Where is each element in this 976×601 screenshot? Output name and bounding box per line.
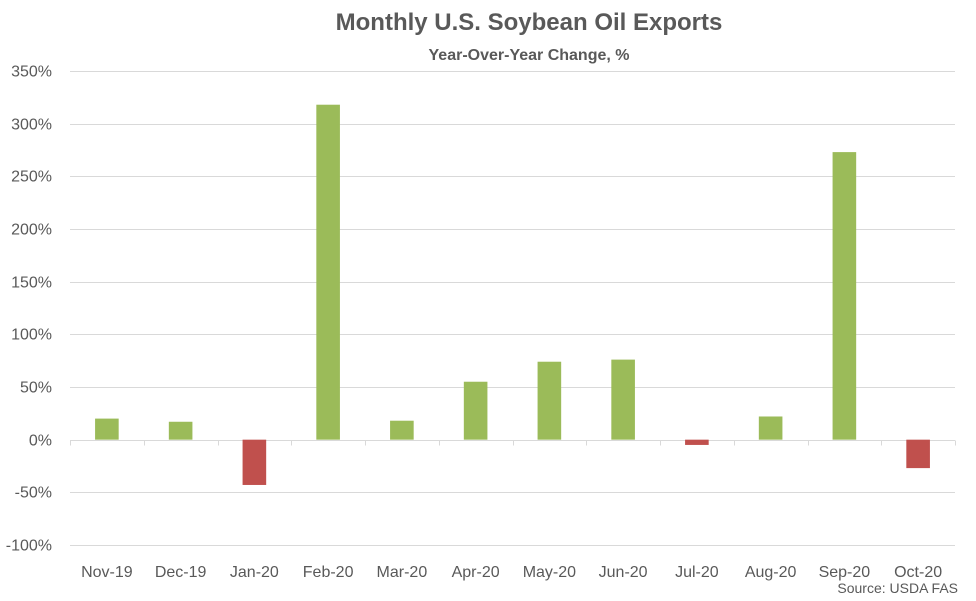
y-tick-label: 50% [20, 380, 52, 397]
x-tick-label: Jan-20 [230, 564, 279, 581]
x-tick-label: Feb-20 [303, 564, 354, 581]
bar-may-20 [537, 361, 562, 440]
x-tick-label: Aug-20 [745, 564, 797, 581]
bars [95, 104, 930, 485]
bar-sep-20 [832, 152, 857, 440]
bar-jul-20 [685, 439, 709, 445]
y-tick-label: 150% [11, 275, 52, 292]
grid [70, 71, 956, 546]
y-tick-label: -100% [6, 538, 52, 555]
x-tick-label: Sep-20 [819, 564, 871, 581]
chart-subtitle: Year-Over-Year Change, % [429, 47, 630, 64]
y-tick-label: 350% [11, 64, 52, 81]
x-tick-label: May-20 [523, 564, 576, 581]
y-tick-label: 300% [11, 117, 52, 134]
bar-dec-19 [168, 421, 193, 440]
x-axis-labels: Nov-19 Dec-19 Jan-20 Feb-20 Mar-20 Apr-20 May-… [81, 564, 942, 581]
y-tick-label: 100% [11, 327, 52, 344]
y-tick-label: 250% [11, 169, 52, 186]
x-tick-label: Jun-20 [599, 564, 648, 581]
y-tick-label: 0% [29, 433, 52, 450]
bar-jan-20 [242, 439, 267, 485]
x-tick-label: Dec-19 [155, 564, 207, 581]
x-tick-label: Jul-20 [675, 564, 719, 581]
chart-title: Monthly U.S. Soybean Oil Exports [336, 9, 723, 36]
bar-feb-20 [316, 104, 340, 440]
source-note: Source: USDA FAS [837, 580, 958, 596]
x-tick-label: Apr-20 [452, 564, 500, 581]
y-tick-label: 200% [11, 222, 52, 239]
x-tick-label: Nov-19 [81, 564, 133, 581]
bar-oct-20 [906, 439, 930, 469]
y-tick-label: -50% [15, 485, 52, 502]
x-tick-label: Mar-20 [377, 564, 428, 581]
bar-apr-20 [463, 381, 488, 440]
x-tick-label: Oct-20 [894, 564, 942, 581]
bar-nov-19 [95, 418, 119, 440]
y-axis-labels: -100% -50% 0% 50% 100% 150% 200% 250% 300% 350% [6, 64, 52, 555]
bar-aug-20 [758, 416, 783, 440]
bar-mar-20 [390, 420, 414, 440]
bar-jun-20 [611, 359, 635, 440]
